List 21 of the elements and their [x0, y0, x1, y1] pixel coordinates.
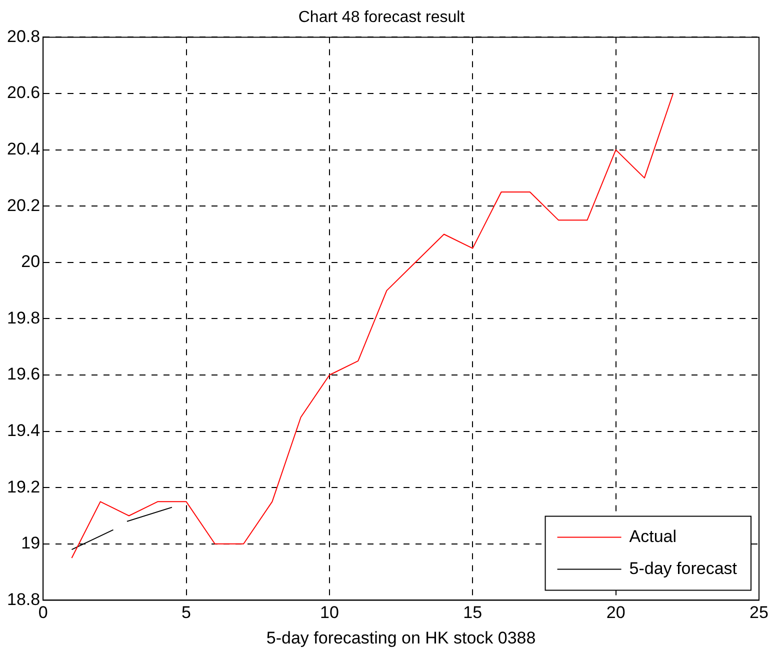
x-tick-label: 15 — [463, 603, 482, 622]
y-tick-label: 20 — [21, 252, 40, 272]
y-tick-label: 19.2 — [6, 477, 40, 496]
y-tick-label: 19 — [21, 534, 40, 553]
y-tick-label: 20.8 — [6, 26, 40, 46]
x-tick-label: 20 — [606, 603, 626, 622]
y-tick-label: 19.8 — [6, 308, 40, 328]
legend-label: 5-day forecast — [629, 558, 738, 578]
legend-label: Actual — [629, 526, 677, 546]
y-tick-label: 19.6 — [6, 364, 40, 384]
x-tick-label: 10 — [320, 603, 339, 622]
x-tick-label: 0 — [38, 603, 48, 622]
y-tick-label: 20.2 — [6, 196, 40, 215]
x-axis-title: 5-day forecasting on HK stock 0388 — [266, 628, 536, 648]
x-tick-label: 25 — [750, 603, 768, 622]
y-tick-label: 20.6 — [6, 83, 40, 102]
y-tick-label: 20.4 — [6, 139, 40, 158]
chart-title: Chart 48 forecast result — [298, 9, 466, 26]
x-tick-label: 5 — [182, 603, 192, 622]
y-tick-label: 19.4 — [6, 420, 40, 440]
y-tick-label: 18.8 — [6, 590, 40, 609]
